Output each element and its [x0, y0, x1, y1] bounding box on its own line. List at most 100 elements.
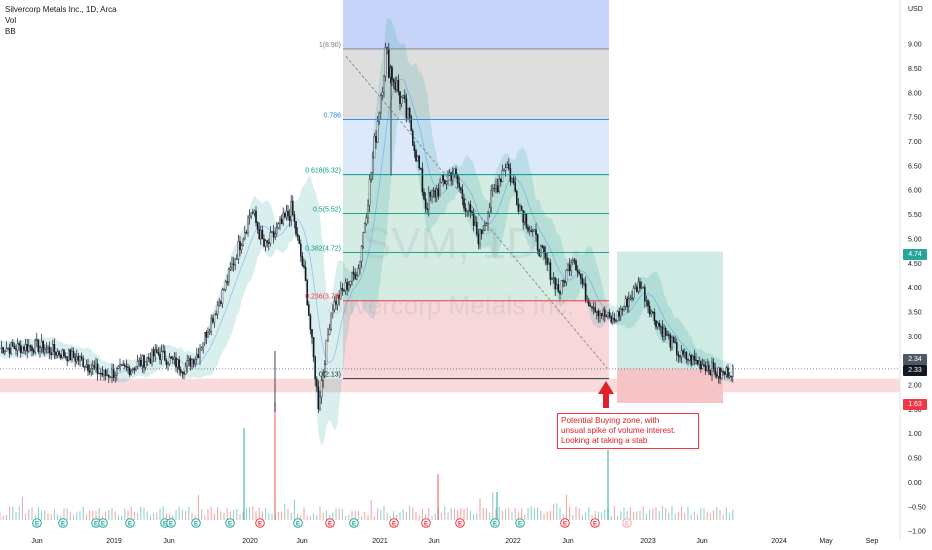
candle-body	[730, 375, 732, 378]
candle-body	[728, 375, 731, 378]
candle-body	[487, 212, 489, 224]
candle-body	[554, 277, 556, 290]
volume-bar	[428, 508, 430, 520]
candle-body	[119, 364, 121, 367]
candle-body	[56, 351, 59, 356]
volume-bar	[546, 511, 548, 520]
volume-bar	[681, 506, 683, 520]
volume-bar	[63, 508, 65, 520]
volume-bar	[124, 508, 126, 520]
candle-body	[418, 155, 421, 169]
symbol-title[interactable]: Silvercorp Metals Inc., 1D, Arca	[5, 5, 117, 14]
candle-body	[232, 263, 235, 266]
volume-bar	[636, 511, 638, 520]
candle-body	[698, 360, 700, 365]
volume-bar	[185, 510, 187, 520]
candle-body	[605, 315, 608, 318]
volume-bar	[492, 492, 494, 520]
candle-body	[260, 229, 262, 240]
candle-body	[412, 130, 414, 146]
bollinger-indicator-label[interactable]: BB	[5, 27, 16, 36]
candle-body	[432, 190, 435, 192]
volume-bar	[524, 514, 526, 520]
volume-bar	[25, 514, 27, 520]
candle-body	[64, 356, 67, 358]
volume-bar	[165, 513, 167, 520]
candle-body	[573, 259, 576, 262]
candle-body	[338, 295, 341, 300]
earnings-marker-letter: E	[169, 521, 174, 528]
candle-body	[29, 345, 32, 347]
candle-body	[231, 263, 233, 268]
candle-body	[194, 358, 197, 365]
candle-body	[514, 182, 516, 192]
volume-bar	[543, 513, 545, 520]
volume-bar	[197, 494, 199, 520]
earnings-marker-icon	[293, 518, 303, 528]
volume-spike	[243, 428, 245, 520]
volume-bar	[476, 513, 478, 520]
volume-bar	[162, 506, 164, 520]
volume-bar	[191, 513, 193, 520]
volume-bar	[293, 499, 295, 520]
candle-body	[584, 283, 587, 301]
candle-body	[386, 47, 389, 49]
candle-body	[18, 343, 21, 346]
buying-zone-note[interactable]: Potential Buying zone, with unsual spike…	[557, 413, 699, 449]
volume-bar	[127, 510, 129, 520]
candle-body	[688, 355, 691, 361]
volume-bar	[501, 510, 503, 520]
candle-body	[240, 245, 243, 251]
volume-bar	[610, 515, 612, 520]
candle-body	[296, 233, 299, 237]
candle-body	[463, 198, 465, 209]
fib-label-0.786: 0.786	[323, 113, 341, 120]
price-tick-label: 8.00	[908, 90, 922, 97]
candle-body	[101, 373, 104, 376]
candle-body	[349, 281, 352, 285]
candle-body	[221, 289, 224, 304]
candle-body	[732, 365, 734, 378]
candle-body	[591, 306, 593, 309]
fib-zone-extension	[343, 0, 609, 49]
earnings-marker-icon	[166, 518, 176, 528]
earnings-marker-letter: E	[128, 521, 133, 528]
volume-bar	[188, 506, 190, 520]
volume-bar	[338, 508, 340, 520]
candle-body	[292, 201, 294, 215]
note-line-1: Potential Buying zone, with	[561, 416, 660, 425]
volume-bar	[357, 510, 359, 520]
price-tick-label: −0.50	[908, 504, 926, 511]
candle-body	[628, 298, 630, 307]
candle-body	[77, 356, 80, 361]
candle-body	[186, 360, 189, 367]
candle-body	[423, 191, 425, 200]
candle-body	[330, 312, 333, 330]
candle-body	[96, 363, 99, 374]
candle-body	[114, 375, 116, 378]
candle-body	[399, 91, 401, 104]
volume-bar	[533, 507, 535, 520]
volume-bar	[153, 513, 155, 520]
candle-body	[293, 214, 296, 222]
volume-bar	[332, 512, 334, 520]
candle-body	[50, 352, 52, 356]
volume-bar	[210, 506, 212, 520]
candle-body	[362, 232, 365, 248]
volume-bar	[725, 507, 727, 520]
candle-body	[724, 371, 726, 375]
candle-body	[247, 217, 249, 233]
candle-body	[312, 337, 315, 358]
volume-bar	[12, 506, 14, 520]
candle-body	[210, 318, 213, 332]
candle-body	[243, 232, 246, 240]
candle-body	[722, 371, 724, 373]
earnings-marker-icon	[590, 518, 600, 528]
price-tick-label: 8.50	[908, 66, 922, 73]
volume-bar	[140, 506, 142, 520]
volume-indicator-label[interactable]: Vol	[5, 16, 17, 25]
earnings-marker-icon	[58, 518, 68, 528]
volume-bar	[559, 507, 561, 520]
volume-bar	[252, 506, 254, 520]
